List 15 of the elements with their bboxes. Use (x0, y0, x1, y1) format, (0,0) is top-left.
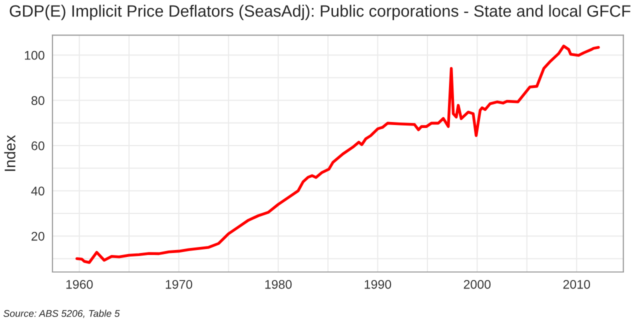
x-tick-label: 1980 (265, 280, 292, 289)
y-tick-label: 40 (31, 186, 44, 196)
y-axis-title: Index (4, 135, 16, 171)
x-tick-label: 2010 (563, 280, 590, 289)
line-series (75, 44, 600, 264)
y-tick-label: 100 (24, 50, 44, 60)
y-tick-label: 20 (32, 232, 44, 241)
x-tick-label: 2000 (464, 280, 491, 289)
source-note: Source: ABS 5206, Table 5 (3, 310, 120, 318)
chart-title: GDP(E) Implicit Price Deflators (SeasAdj): Public corporations - State and local GFCF (10, 4, 630, 20)
y-tick-label: 60 (32, 141, 44, 150)
x-tick-label: 1970 (166, 280, 192, 289)
y-tick-label: 80 (31, 96, 44, 105)
x-tick-label: 1990 (364, 280, 392, 289)
x-tick-label: 1960 (66, 280, 93, 289)
